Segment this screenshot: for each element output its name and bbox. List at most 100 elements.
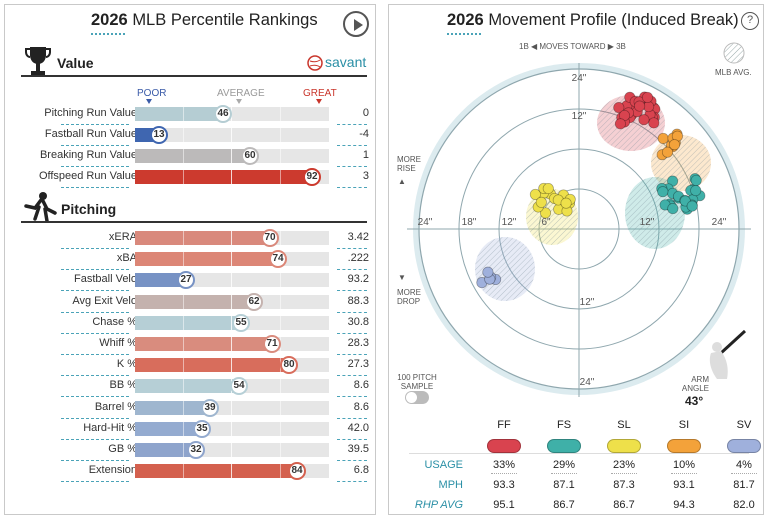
pitch-color-swatch[interactable] (547, 439, 581, 453)
metric-row[interactable]: Fastball Run Value 13 -4 (5, 124, 377, 146)
value-separator (337, 311, 367, 313)
value-separator (337, 248, 367, 249)
more-drop-label: MORE DROP (397, 288, 421, 306)
pitch-color-swatch[interactable] (487, 439, 521, 453)
metric-label: BB % (109, 379, 137, 392)
value-separator (337, 354, 367, 355)
row-separator (61, 248, 129, 249)
pitch-dot[interactable] (638, 114, 650, 126)
metric-value: 88.3 (347, 294, 369, 307)
metric-bar-track: 74 (135, 250, 329, 269)
sample-toggle[interactable] (405, 391, 429, 404)
value-separator (337, 124, 367, 125)
title-underline (91, 33, 125, 35)
value-section-rule (21, 75, 367, 77)
movement-title: 2026 Movement Profile (Induced Break) (447, 11, 739, 29)
metric-row[interactable]: Avg Exit Velo 62 88.3 (5, 291, 377, 313)
rise-arrow-icon: ▲ (398, 177, 406, 186)
help-icon[interactable]: ? (741, 12, 759, 30)
metric-row[interactable]: Whiff % 71 28.3 (5, 333, 377, 355)
ring-label: 12" (572, 111, 587, 122)
metric-row[interactable]: Chase % 55 30.8 (5, 312, 377, 334)
pitch-dot[interactable] (613, 102, 625, 114)
arm-angle-figure-icon (709, 329, 747, 379)
percentile-badge: 71 (263, 335, 281, 353)
value-separator (337, 269, 367, 271)
pitch-dot[interactable] (560, 197, 572, 209)
pitch-dot[interactable] (690, 174, 702, 186)
value-separator (337, 290, 367, 292)
pitch-dot[interactable] (539, 207, 552, 219)
metric-bar-track: 62 (135, 292, 329, 311)
pitch-dot[interactable] (661, 146, 674, 158)
pitch-dot[interactable] (542, 182, 554, 195)
metric-row[interactable]: xBA 74 .222 (5, 248, 377, 270)
row-separator (61, 354, 129, 355)
metric-bar-track: 46 (135, 105, 329, 123)
row-separator (61, 124, 129, 125)
pitch-code: SV (736, 419, 752, 431)
play-button[interactable] (343, 11, 369, 37)
metric-row[interactable]: Offspeed Run Value 92 3 (5, 166, 377, 188)
movement-chart: 24" 12" 6" 12" 24" 18" 12" 24" 12" 24" (407, 63, 751, 397)
pitch-code: SL (617, 419, 631, 431)
pitch-color-swatch[interactable] (727, 439, 761, 453)
pitch-dot[interactable] (648, 117, 660, 129)
metric-row[interactable]: Breaking Run Value 60 1 (5, 145, 377, 167)
pitch-dot[interactable] (668, 139, 681, 151)
metric-value: 39.5 (347, 443, 369, 455)
metric-row[interactable]: BB % 54 8.6 (5, 375, 377, 397)
metric-row[interactable]: Pitching Run Value 46 0 (5, 103, 377, 125)
more-rise-label: MORE RISE (397, 155, 421, 173)
metric-row[interactable]: xERA 70 3.42 (5, 227, 377, 249)
metric-label: Breaking Run Value (39, 149, 137, 161)
percentile-badge: 46 (214, 105, 232, 123)
mlb-avg-icon (723, 42, 745, 64)
row-separator (61, 460, 129, 461)
pitch-dot[interactable] (686, 200, 698, 212)
pitch-dot[interactable] (690, 185, 702, 197)
metric-row[interactable]: GB % 32 39.5 (5, 439, 377, 461)
metric-bar-track: 92 (135, 168, 329, 186)
value-separator (337, 481, 367, 483)
metric-value: 3.42 (347, 231, 369, 243)
table-divider (409, 453, 749, 454)
pitch-dot[interactable] (614, 118, 626, 130)
metric-bar-track: 55 (135, 313, 329, 332)
pitch-dot[interactable] (667, 203, 679, 215)
metric-row[interactable]: Hard-Hit % 35 42.0 (5, 418, 377, 440)
pitch-dot[interactable] (657, 186, 669, 198)
metric-bar-fill (135, 443, 197, 457)
pitch-dot[interactable] (535, 196, 547, 208)
metric-bar-fill (135, 231, 271, 245)
pitch-mph: 93.1 (673, 479, 695, 491)
mph-row-label: MPH (438, 479, 463, 491)
ring-label: 12" (640, 217, 655, 228)
metric-value: 28.3 (347, 337, 369, 349)
metric-row[interactable]: Extension 84 6.8 (5, 460, 377, 482)
ring-label: 24" (418, 217, 433, 228)
savant-label[interactable]: savant (325, 54, 367, 70)
pitch-dot[interactable] (529, 188, 541, 200)
percentile-badge: 39 (201, 398, 219, 417)
metric-row[interactable]: Barrel % 39 8.6 (5, 397, 377, 419)
pitch-dot[interactable] (634, 100, 646, 112)
row-separator (61, 481, 129, 483)
metric-bar-track: 35 (135, 419, 329, 438)
usage-underline (551, 473, 577, 474)
metric-bar-fill (135, 107, 224, 121)
row-separator (61, 269, 129, 271)
percentile-badge: 84 (288, 462, 306, 481)
pitch-color-swatch[interactable] (607, 439, 641, 453)
pitch-usage: 33% (492, 459, 516, 471)
pitch-color-swatch[interactable] (667, 439, 701, 453)
percentile-badge: 74 (269, 250, 287, 269)
metric-row[interactable]: Fastball Velo 27 93.2 (5, 269, 377, 291)
pitch-dot[interactable] (657, 132, 669, 144)
pitch-dot[interactable] (641, 91, 654, 103)
pitch-mph: 87.1 (553, 479, 575, 491)
pitch-dot[interactable] (482, 266, 494, 278)
metric-row[interactable]: K % 80 27.3 (5, 354, 377, 376)
metric-value: 30.8 (347, 315, 369, 328)
ring-label: 6" (541, 217, 551, 228)
